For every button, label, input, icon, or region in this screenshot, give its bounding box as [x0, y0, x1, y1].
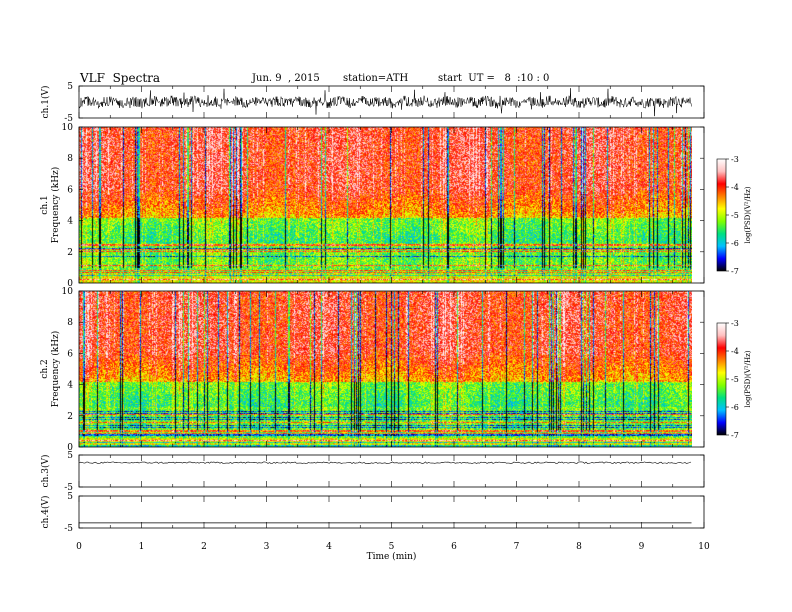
start-time-label: start UT = 8 :10 : 0 [438, 73, 550, 84]
x-tick-label: 2 [201, 542, 207, 552]
ch2-spectrogram-ytick-label: 0 [67, 443, 73, 453]
x-tick-label: 10 [698, 542, 710, 552]
chart-title: VLF Spectra [80, 71, 161, 85]
colorbar-label: log(PSD)(V²/Hz) [744, 350, 752, 407]
ch1-spectrogram-ytick-label: 8 [67, 154, 73, 164]
x-tick-label: 0 [76, 542, 82, 552]
date-label: Jun. 9 , 2015 [252, 73, 320, 84]
ch2-spectrogram-ytick-label: 2 [67, 412, 73, 422]
ch2-spectrogram-ytick-label: 4 [67, 381, 73, 391]
ch4-waveform-ytick-label: -5 [64, 524, 73, 534]
colorbar-tick-label: -7 [731, 431, 739, 440]
ch1-spectrogram-heatmap [79, 127, 692, 283]
x-tick-label: 7 [514, 542, 520, 552]
ch1-spectrogram-ytick-label: 2 [67, 248, 73, 258]
x-tick-label: 6 [451, 542, 457, 552]
ch4-waveform-ylabel: ch.4(V) [40, 496, 51, 529]
x-tick-label: 4 [326, 542, 332, 552]
ch2-spectrogram-heatmap [79, 291, 692, 447]
ch1-spectrogram-ylabel: Frequency (kHz) [50, 167, 61, 244]
ch3-waveform-series-line [78, 461, 692, 464]
colorbar-2 [716, 322, 727, 436]
colorbar-label: log(PSD)(V²/Hz) [744, 186, 752, 243]
x-tick-label: 5 [389, 542, 395, 552]
colorbar-1 [716, 158, 727, 272]
ch4-waveform-ytick-label: 5 [67, 492, 73, 502]
colorbar-tick-label: -6 [731, 403, 739, 412]
ch1-waveform-ylabel: ch.1(V) [40, 86, 51, 119]
ch3-waveform-ytick-label: 5 [67, 451, 73, 461]
x-tick-label: 8 [576, 542, 582, 552]
colorbar-tick-label: -3 [731, 155, 739, 164]
ch1-spectrogram-channel-label: ch.1 [40, 195, 50, 214]
ch1-spectrogram-ytick-label: 6 [67, 185, 73, 195]
ch2-spectrogram-ylabel: Frequency (kHz) [50, 331, 61, 408]
ch2-spectrogram-ytick-label: 8 [67, 318, 73, 328]
x-tick-label: 3 [264, 542, 270, 552]
x-axis-label: Time (min) [367, 551, 417, 562]
ch3-waveform-ytick-label: -5 [64, 483, 73, 493]
ch3-waveform-ylabel: ch.3(V) [40, 455, 51, 488]
ch2-spectrogram-ytick-label: 6 [67, 349, 73, 359]
ch1-waveform-ytick-label: -5 [64, 114, 73, 124]
colorbar-tick-label: -4 [731, 183, 739, 192]
ch1-spectrogram-ytick-label: 4 [67, 217, 73, 227]
ch1-waveform-series-line [78, 88, 692, 117]
colorbar-tick-label: -4 [731, 347, 739, 356]
x-tick-label: 9 [639, 542, 645, 552]
colorbar-tick-label: -3 [731, 319, 739, 328]
colorbar-tick-label: -6 [731, 239, 739, 248]
ch2-spectrogram-ytick-label: 10 [62, 287, 74, 297]
x-tick-label: 1 [139, 542, 145, 552]
ch1-spectrogram-ytick-label: 0 [67, 279, 73, 289]
colorbar-tick-label: -7 [731, 267, 739, 276]
colorbar-tick-label: -5 [731, 211, 739, 220]
ch1-spectrogram-ytick-label: 10 [62, 123, 74, 133]
colorbar-tick-label: -5 [731, 375, 739, 384]
ch2-spectrogram-channel-label: ch.2 [40, 359, 50, 378]
ch1-waveform-ytick-label: 5 [67, 82, 73, 92]
station-label: station=ATH [343, 73, 409, 84]
